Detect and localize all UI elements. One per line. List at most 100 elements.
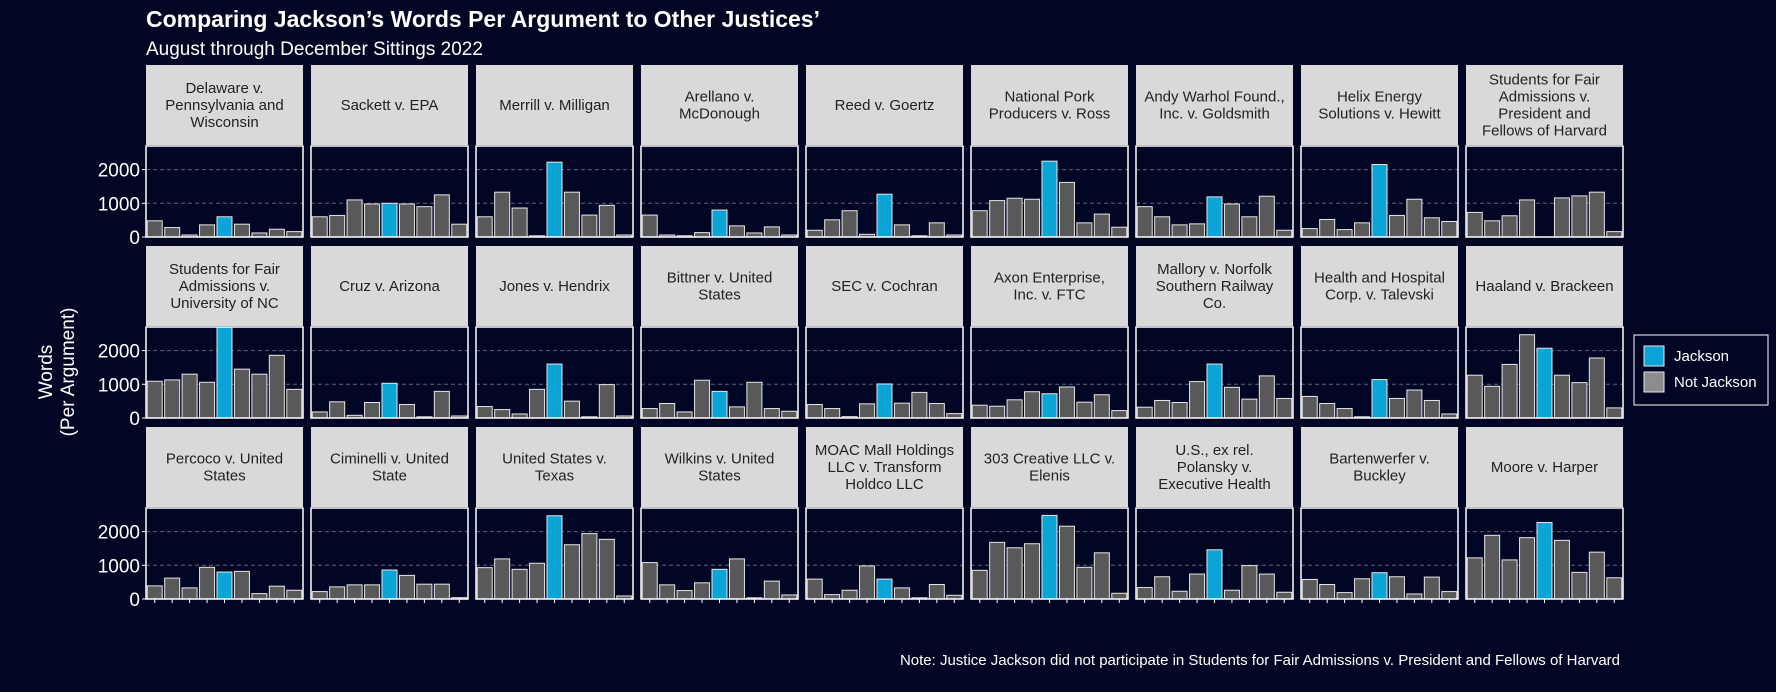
facet-strip [806, 427, 963, 507]
bar-not-jackson [286, 589, 303, 600]
bar-not-jackson [511, 207, 528, 238]
bar-jackson [1206, 196, 1223, 238]
bar-not-jackson [1024, 391, 1041, 419]
facet-title: 303 Creative LLC v. [984, 451, 1115, 468]
bar-not-jackson [1388, 576, 1405, 600]
bar-not-jackson [1258, 375, 1275, 419]
bar-not-jackson [641, 562, 658, 600]
bar-not-jackson [971, 210, 988, 238]
bar-not-jackson [268, 585, 285, 600]
facet-strip [476, 427, 633, 507]
y-tick-label: 0 [129, 590, 140, 611]
facet-title: Axon Enterprise, [994, 270, 1105, 287]
bar-not-jackson [1553, 539, 1570, 600]
facet-title: Merrill v. Milligan [499, 97, 610, 114]
bar-not-jackson [1276, 591, 1293, 600]
bar-not-jackson [433, 390, 450, 419]
facet-title: Producers v. Ross [989, 106, 1110, 123]
bar-jackson [711, 390, 728, 419]
facet-title: Arellano v. [685, 89, 755, 106]
bar-not-jackson [581, 214, 598, 238]
facet-panel: U.S., ex rel.Polansky v.Executive Health [1135, 427, 1294, 603]
bar-not-jackson [598, 204, 615, 238]
y-tick-label: 2000 [98, 342, 140, 363]
bar-jackson [381, 569, 398, 600]
facet-strip [971, 246, 1128, 326]
bar-not-jackson [511, 568, 528, 600]
bar-not-jackson [233, 570, 250, 600]
bar-not-jackson [563, 191, 580, 238]
facet-strip [806, 65, 963, 145]
bar-not-jackson [1006, 399, 1023, 419]
facet-title: Delaware v. [185, 80, 263, 97]
bar-jackson [1371, 164, 1388, 238]
bar-not-jackson [364, 203, 381, 238]
bar-not-jackson [694, 582, 711, 600]
facet-title: Helix Energy [1337, 89, 1423, 106]
bar-not-jackson [824, 408, 841, 419]
facet-panel: Reed v. Goertz [805, 65, 964, 238]
bar-not-jackson [199, 381, 216, 419]
bar-not-jackson [1501, 363, 1518, 419]
bar-not-jackson [928, 222, 945, 238]
panel-border [310, 145, 469, 238]
facet-panel: Axon Enterprise,Inc. v. FTC [970, 246, 1129, 419]
bar-not-jackson [781, 410, 798, 419]
facet-title: Polansky v. [1177, 459, 1253, 476]
bar-not-jackson [824, 219, 841, 238]
bar-not-jackson [841, 589, 858, 600]
bar-not-jackson [1241, 565, 1258, 600]
y-tick-label: 0 [129, 409, 140, 430]
bar-not-jackson [494, 409, 511, 419]
chart-caption: Note: Justice Jackson did not participat… [900, 652, 1620, 669]
facet-strip [1466, 65, 1623, 145]
bar-not-jackson [1406, 389, 1423, 419]
bar-not-jackson [694, 379, 711, 419]
bar-not-jackson [416, 583, 433, 600]
panel-border [1300, 145, 1459, 238]
bar-not-jackson [1301, 228, 1318, 238]
facet-title: Haaland v. Brackeen [1475, 278, 1613, 295]
bar-jackson [381, 202, 398, 238]
bar-not-jackson [199, 566, 216, 600]
y-axis-title: Words(Per Argument) [36, 308, 79, 437]
panel-border [805, 326, 964, 419]
bar-jackson [711, 568, 728, 600]
bar-not-jackson [1076, 222, 1093, 238]
facet-title: Southern Railway [1156, 278, 1274, 295]
bar-jackson [546, 161, 563, 238]
panel-border [970, 326, 1129, 419]
bar-not-jackson [1423, 399, 1440, 419]
y-tick-label: 1000 [98, 375, 140, 396]
facet-title: Cruz v. Arizona [339, 278, 440, 295]
facet-title: U.S., ex rel. [1175, 442, 1253, 459]
bar-not-jackson [1058, 525, 1075, 600]
bar-not-jackson [451, 223, 468, 238]
facet-title: Pennsylvania and [165, 97, 283, 114]
facet-panel: United States v.Texas [475, 427, 634, 603]
bar-not-jackson [728, 558, 745, 600]
bar-not-jackson [1093, 394, 1110, 419]
facet-title: Fellows of Harvard [1482, 123, 1607, 140]
facet-title: Inc. v. FTC [1013, 287, 1085, 304]
facet-title: McDonough [679, 106, 760, 123]
bar-not-jackson [251, 593, 268, 600]
facet-title: Admissions v. [1499, 89, 1590, 106]
bar-not-jackson [1571, 195, 1588, 238]
bar-not-jackson [494, 558, 511, 600]
bar-jackson [1536, 521, 1553, 600]
bar-not-jackson [1136, 206, 1153, 238]
panel-border [805, 145, 964, 238]
facet-title: States [698, 468, 741, 485]
bar-not-jackson [989, 541, 1006, 600]
facet-title: Students for Fair [1489, 72, 1600, 89]
y-axis-label: Words(Per Argument) [36, 308, 79, 437]
facet-strip [146, 65, 303, 145]
facet-title: Moore v. Harper [1491, 459, 1598, 476]
bar-not-jackson [1423, 576, 1440, 600]
bar-not-jackson [971, 404, 988, 419]
facet-title: Reed v. Goertz [835, 97, 935, 114]
